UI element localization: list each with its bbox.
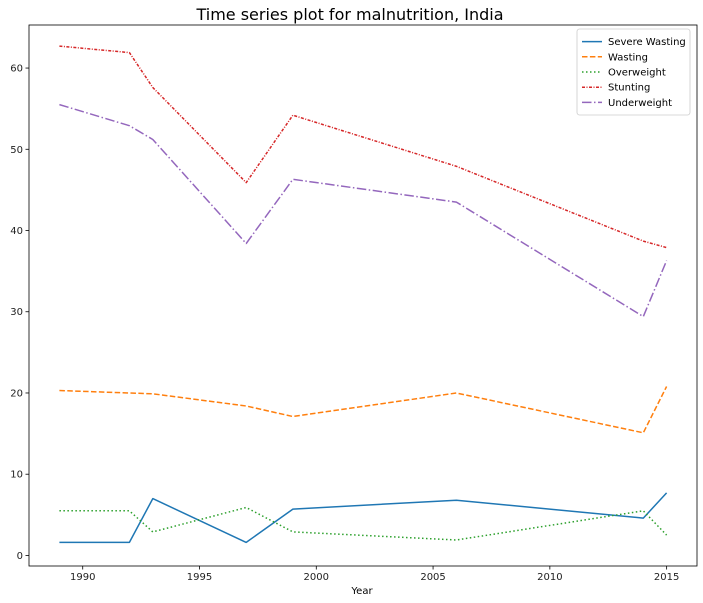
y-tick-label: 20 <box>10 388 23 399</box>
x-tick-label: 2000 <box>304 572 329 583</box>
y-tick-label: 40 <box>10 226 23 237</box>
x-axis-label: Year <box>350 586 373 597</box>
series-line-overweight <box>59 506 668 541</box>
y-tick-label: 10 <box>10 470 23 481</box>
series-line-wasting <box>59 386 668 434</box>
series-line-stunting <box>59 45 667 249</box>
legend-label: Underweight <box>608 98 672 109</box>
x-tick-label: 2005 <box>420 572 445 583</box>
y-tick-label: 30 <box>10 307 23 318</box>
legend-label: Stunting <box>608 83 650 94</box>
y-tick-label: 0 <box>17 551 23 562</box>
series-line-underweight <box>59 103 668 318</box>
x-tick-label: 2015 <box>654 572 679 583</box>
plot-area: 1990 1995 2000 2005 2010 2015 0 10 20 30 40 50 60 <box>10 24 698 583</box>
legend-label: Overweight <box>608 68 666 79</box>
legend: Severe Wasting Wasting Overweight Stunting U… <box>576 28 691 116</box>
x-tick-label: 1990 <box>70 572 95 583</box>
y-tick-label: 60 <box>10 64 23 75</box>
y-tick-label: 50 <box>10 145 23 156</box>
legend-label: Severe Wasting <box>608 37 686 48</box>
plot-frame <box>28 24 698 567</box>
legend-label: Wasting <box>608 52 648 63</box>
x-tick-label: 2010 <box>537 572 562 583</box>
legend-box <box>576 28 691 116</box>
x-tick-label: 1995 <box>187 572 212 583</box>
chart-title: Time series plot for malnutrition, India <box>195 5 503 24</box>
